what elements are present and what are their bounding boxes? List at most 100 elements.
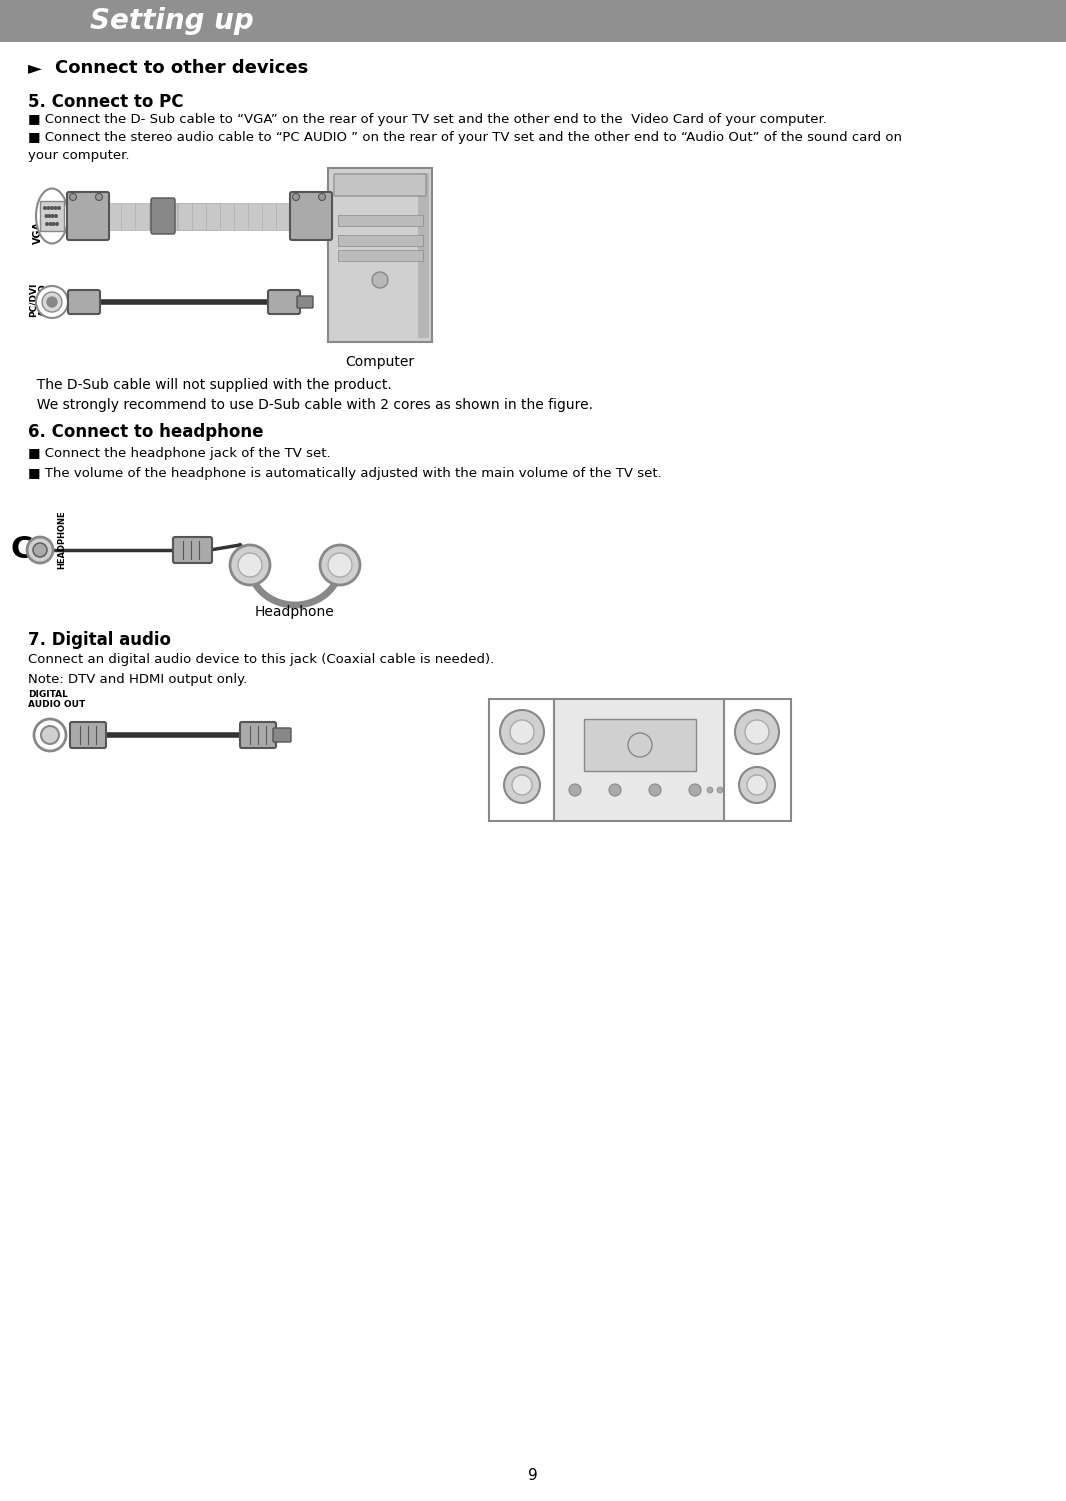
Text: 7. Digital audio: 7. Digital audio	[28, 630, 171, 648]
Circle shape	[512, 775, 532, 796]
Circle shape	[27, 537, 53, 563]
FancyBboxPatch shape	[261, 203, 275, 230]
Text: C: C	[11, 536, 33, 564]
FancyBboxPatch shape	[162, 203, 177, 230]
FancyBboxPatch shape	[151, 198, 175, 234]
FancyBboxPatch shape	[134, 203, 148, 230]
Text: ►: ►	[28, 59, 42, 77]
FancyBboxPatch shape	[724, 699, 791, 821]
FancyBboxPatch shape	[206, 203, 220, 230]
Circle shape	[504, 767, 540, 803]
FancyBboxPatch shape	[68, 290, 100, 314]
Circle shape	[747, 775, 768, 796]
Circle shape	[328, 552, 352, 576]
Circle shape	[510, 720, 534, 744]
FancyBboxPatch shape	[205, 203, 219, 230]
Circle shape	[569, 784, 581, 796]
Text: 6. Connect to headphone: 6. Connect to headphone	[28, 423, 263, 441]
Circle shape	[52, 222, 54, 225]
FancyBboxPatch shape	[554, 699, 726, 821]
Circle shape	[238, 552, 262, 576]
Text: HEADPHONE: HEADPHONE	[58, 510, 66, 569]
Text: The D-Sub cable will not supplied with the product.: The D-Sub cable will not supplied with t…	[28, 378, 391, 392]
FancyBboxPatch shape	[107, 203, 120, 230]
Circle shape	[739, 767, 775, 803]
Text: ■ Connect the D- Sub cable to “VGA” on the rear of your TV set and the other end: ■ Connect the D- Sub cable to “VGA” on t…	[28, 114, 827, 126]
FancyBboxPatch shape	[148, 203, 162, 230]
Text: Connect to other devices: Connect to other devices	[55, 59, 308, 77]
FancyBboxPatch shape	[334, 174, 426, 197]
Circle shape	[609, 784, 621, 796]
Circle shape	[734, 710, 779, 754]
Circle shape	[707, 787, 713, 793]
FancyBboxPatch shape	[275, 203, 290, 230]
Circle shape	[69, 194, 77, 201]
FancyBboxPatch shape	[191, 203, 205, 230]
Text: ■ Connect the stereo audio cable to “PC AUDIO ” on the rear of your TV set and t: ■ Connect the stereo audio cable to “PC …	[28, 132, 902, 144]
Text: DIGITAL
AUDIO OUT: DIGITAL AUDIO OUT	[28, 690, 85, 710]
Circle shape	[44, 207, 46, 209]
Circle shape	[47, 207, 50, 209]
Circle shape	[292, 194, 300, 201]
FancyBboxPatch shape	[70, 722, 106, 747]
FancyBboxPatch shape	[418, 173, 429, 338]
FancyBboxPatch shape	[177, 203, 191, 230]
Circle shape	[628, 732, 652, 757]
Circle shape	[54, 215, 58, 218]
Circle shape	[51, 215, 53, 218]
FancyBboxPatch shape	[489, 699, 556, 821]
Text: your computer.: your computer.	[28, 149, 129, 162]
Text: Setting up: Setting up	[90, 8, 254, 35]
FancyBboxPatch shape	[338, 234, 422, 246]
Circle shape	[42, 293, 62, 312]
FancyBboxPatch shape	[233, 203, 247, 230]
FancyBboxPatch shape	[41, 201, 64, 231]
Circle shape	[320, 545, 360, 585]
Circle shape	[96, 194, 102, 201]
Circle shape	[717, 787, 723, 793]
Circle shape	[55, 222, 59, 225]
Text: Note: DTV and HDMI output only.: Note: DTV and HDMI output only.	[28, 672, 247, 686]
Text: Headphone: Headphone	[255, 605, 335, 618]
Circle shape	[41, 726, 59, 744]
FancyBboxPatch shape	[120, 203, 134, 230]
Circle shape	[48, 215, 51, 218]
FancyBboxPatch shape	[240, 722, 276, 747]
FancyBboxPatch shape	[192, 203, 206, 230]
Circle shape	[58, 207, 61, 209]
Circle shape	[54, 207, 56, 209]
Text: We strongly recommend to use D-Sub cable with 2 cores as shown in the figure.: We strongly recommend to use D-Sub cable…	[28, 398, 593, 411]
Circle shape	[51, 207, 53, 209]
Circle shape	[230, 545, 270, 585]
Circle shape	[745, 720, 769, 744]
Circle shape	[319, 194, 325, 201]
Text: 5. Connect to PC: 5. Connect to PC	[28, 93, 183, 111]
Text: ■ Connect the headphone jack of the TV set.: ■ Connect the headphone jack of the TV s…	[28, 447, 330, 461]
FancyBboxPatch shape	[220, 203, 233, 230]
FancyBboxPatch shape	[584, 719, 696, 772]
Circle shape	[34, 719, 66, 750]
Circle shape	[45, 215, 48, 218]
Text: ■ The volume of the headphone is automatically adjusted with the main volume of : ■ The volume of the headphone is automat…	[28, 467, 662, 480]
Circle shape	[33, 543, 47, 557]
FancyBboxPatch shape	[338, 215, 422, 225]
Circle shape	[47, 297, 56, 308]
Text: VGA: VGA	[33, 222, 43, 245]
FancyBboxPatch shape	[173, 537, 212, 563]
Circle shape	[46, 222, 48, 225]
FancyBboxPatch shape	[67, 192, 109, 240]
Circle shape	[372, 272, 388, 288]
Text: 9: 9	[528, 1468, 538, 1483]
FancyBboxPatch shape	[268, 290, 300, 314]
Text: Connect an digital audio device to this jack (Coaxial cable is needed).: Connect an digital audio device to this …	[28, 653, 495, 666]
Circle shape	[49, 222, 52, 225]
FancyBboxPatch shape	[273, 728, 291, 741]
Circle shape	[36, 287, 68, 318]
FancyBboxPatch shape	[338, 249, 422, 261]
Text: PC/DVI
AUDIO: PC/DVI AUDIO	[29, 282, 48, 317]
FancyBboxPatch shape	[328, 168, 432, 342]
Circle shape	[649, 784, 661, 796]
Ellipse shape	[36, 189, 68, 243]
Circle shape	[500, 710, 544, 754]
FancyBboxPatch shape	[247, 203, 261, 230]
